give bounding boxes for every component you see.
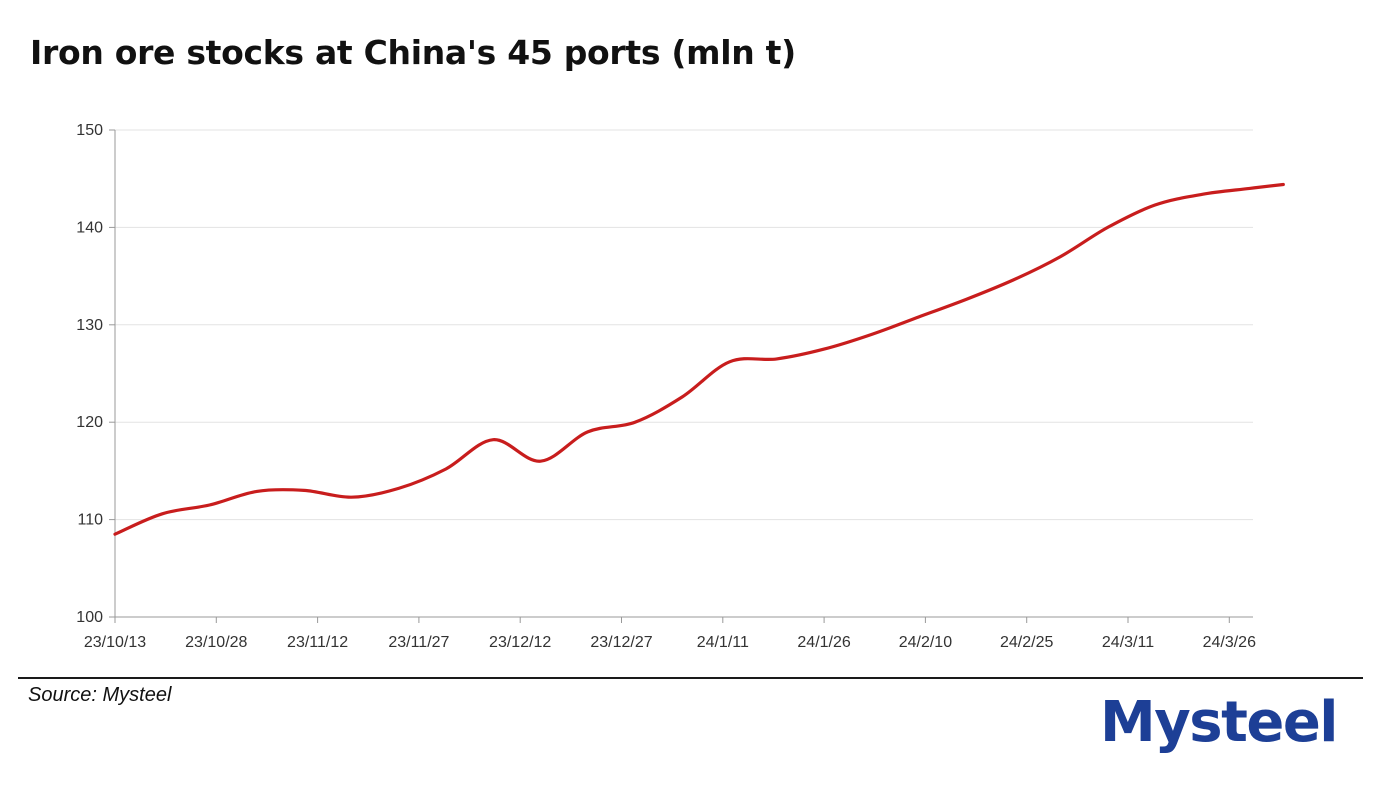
footer-divider [18, 677, 1363, 679]
mysteel-logo: Mysteel [1100, 688, 1350, 758]
x-tick-label: 24/2/10 [899, 634, 952, 651]
logo-wordmark: Mysteel [1100, 690, 1339, 755]
series-line [113, 182, 1285, 536]
x-tick-label: 24/2/25 [1000, 634, 1053, 651]
y-tick-label: 140 [76, 219, 103, 236]
x-tick-label: 23/10/28 [185, 634, 247, 651]
y-tick-label: 150 [76, 122, 103, 139]
chart-title: Iron ore stocks at China's 45 ports (mln… [30, 33, 796, 72]
x-tick-label: 23/12/27 [590, 634, 652, 651]
x-tick-label: 24/1/11 [697, 634, 749, 651]
x-tick-label: 23/11/27 [388, 634, 449, 651]
y-tick-label: 130 [76, 317, 103, 334]
x-tick-label: 23/10/13 [84, 634, 146, 651]
y-tick-label: 120 [76, 414, 103, 431]
x-tick-label: 24/3/26 [1203, 634, 1256, 651]
y-tick-label: 110 [77, 512, 103, 529]
x-tick-label: 24/3/11 [1102, 634, 1154, 651]
x-tick-label: 23/12/12 [489, 634, 551, 651]
x-tick-label: 24/1/26 [797, 634, 850, 651]
y-tick-label: 100 [76, 609, 103, 626]
source-note: Source: Mysteel [28, 684, 172, 706]
line-chart: 100 110 120 130 140 150 23/10/13 23/10/28 23/11/… [76, 122, 1285, 651]
x-tick-label: 23/11/12 [287, 634, 348, 651]
